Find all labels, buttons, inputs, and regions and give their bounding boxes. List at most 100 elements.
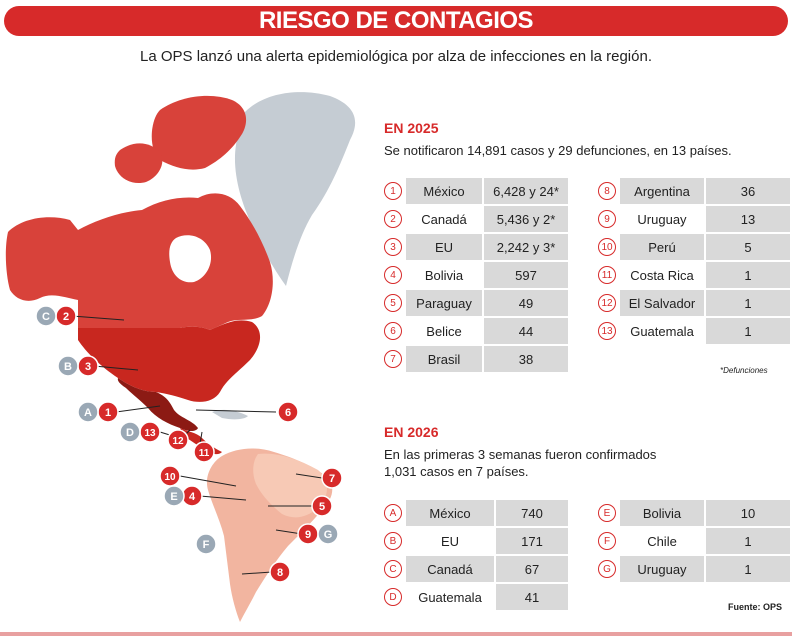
svg-text:C: C bbox=[42, 311, 50, 323]
row-number-badge: 10 bbox=[598, 238, 616, 256]
case-value: 67 bbox=[496, 556, 568, 582]
country-name: Belice bbox=[406, 318, 482, 344]
map-marker-F: F bbox=[195, 533, 217, 555]
row-number-badge: 1 bbox=[384, 182, 402, 200]
country-name: Paraguay bbox=[406, 290, 482, 316]
map-marker-A: A bbox=[77, 401, 99, 423]
map-marker-E: E bbox=[163, 485, 185, 507]
country-name: Brasil bbox=[406, 346, 482, 372]
map-marker-11: 11 bbox=[193, 441, 215, 463]
map-marker-C: C bbox=[35, 305, 57, 327]
case-value: 1 bbox=[706, 290, 790, 316]
country-name: Canadá bbox=[406, 206, 482, 232]
svg-text:D: D bbox=[126, 427, 134, 439]
table-row: A México 740 bbox=[384, 500, 568, 526]
table-row: 8 Argentina 36 bbox=[598, 178, 790, 204]
mexico-shape bbox=[117, 378, 198, 431]
case-value: 44 bbox=[484, 318, 568, 344]
svg-text:13: 13 bbox=[144, 428, 156, 439]
row-letter-badge: G bbox=[598, 560, 616, 578]
case-value: 13 bbox=[706, 206, 790, 232]
row-number-badge: 9 bbox=[598, 210, 616, 228]
arctic-island-shape bbox=[114, 143, 163, 184]
case-value: 740 bbox=[496, 500, 568, 526]
row-letter-badge: B bbox=[384, 532, 402, 550]
case-value: 2,242 y 3* bbox=[484, 234, 568, 260]
row-number-badge: 12 bbox=[598, 294, 616, 312]
table-row: 1 México 6,428 y 24* bbox=[384, 178, 568, 204]
svg-text:G: G bbox=[324, 529, 333, 541]
country-name: Perú bbox=[620, 234, 704, 260]
country-name: Chile bbox=[620, 528, 704, 554]
case-value: 1 bbox=[706, 318, 790, 344]
case-value: 1 bbox=[706, 556, 790, 582]
country-name: Uruguay bbox=[620, 206, 704, 232]
table-row: 9 Uruguay 13 bbox=[598, 206, 790, 232]
svg-text:F: F bbox=[203, 539, 210, 551]
table-row: 3 EU 2,242 y 3* bbox=[384, 234, 568, 260]
svg-text:E: E bbox=[170, 491, 177, 503]
row-letter-badge: C bbox=[384, 560, 402, 578]
case-value: 1 bbox=[706, 262, 790, 288]
country-name: México bbox=[406, 178, 482, 204]
page-subtitle: La OPS lanzó una alerta epidemiológica p… bbox=[140, 48, 652, 65]
table-row: G Uruguay 1 bbox=[598, 556, 790, 582]
row-number-badge: 8 bbox=[598, 182, 616, 200]
map-marker-3: 3 bbox=[77, 355, 99, 377]
title-banner bbox=[4, 6, 788, 36]
table-row: D Guatemala 41 bbox=[384, 584, 568, 610]
year-2025-heading: EN 2025 bbox=[384, 120, 439, 136]
case-value: 41 bbox=[496, 584, 568, 610]
country-name: Bolivia bbox=[406, 262, 482, 288]
case-value: 5,436 y 2* bbox=[484, 206, 568, 232]
year-2025-description: Se notificaron 14,891 casos y 29 defunci… bbox=[384, 143, 732, 158]
country-name: Guatemala bbox=[406, 584, 494, 610]
case-value: 5 bbox=[706, 234, 790, 260]
row-letter-badge: A bbox=[384, 504, 402, 522]
map-marker-8: 8 bbox=[269, 561, 291, 583]
map-marker-9: 9 bbox=[297, 523, 319, 545]
svg-text:12: 12 bbox=[172, 436, 184, 447]
row-letter-badge: D bbox=[384, 588, 402, 606]
row-number-badge: 3 bbox=[384, 238, 402, 256]
case-value: 171 bbox=[496, 528, 568, 554]
row-number-badge: 6 bbox=[384, 322, 402, 340]
svg-text:A: A bbox=[84, 407, 92, 419]
table-row: F Chile 1 bbox=[598, 528, 790, 554]
case-value: 10 bbox=[706, 500, 790, 526]
country-name: Argentina bbox=[620, 178, 704, 204]
table-row: B EU 171 bbox=[384, 528, 568, 554]
year-2026-description-line1: En las primeras 3 semanas fueron confirm… bbox=[384, 447, 657, 462]
table-row: C Canadá 67 bbox=[384, 556, 568, 582]
year-2026-description-line2: 1,031 casos en 7 países. bbox=[384, 464, 529, 479]
table-row: 5 Paraguay 49 bbox=[384, 290, 568, 316]
row-number-badge: 2 bbox=[384, 210, 402, 228]
americas-map: 2 3 1 6 13 12 11 10 7 4 5 9 8 C B A D E … bbox=[5, 92, 356, 622]
country-name: Costa Rica bbox=[620, 262, 704, 288]
country-name: Guatemala bbox=[620, 318, 704, 344]
page-title: RIESGO DE CONTAGIOS bbox=[258, 7, 534, 34]
svg-text:9: 9 bbox=[305, 529, 311, 541]
year-2026-heading: EN 2026 bbox=[384, 424, 439, 440]
row-number-badge: 4 bbox=[384, 266, 402, 284]
map-marker-10: 10 bbox=[159, 465, 181, 487]
svg-text:2: 2 bbox=[63, 311, 69, 323]
case-value: 38 bbox=[484, 346, 568, 372]
map-marker-5: 5 bbox=[311, 495, 333, 517]
usa-shape bbox=[78, 320, 261, 402]
table-row: 10 Perú 5 bbox=[598, 234, 790, 260]
row-number-badge: 5 bbox=[384, 294, 402, 312]
map-marker-B: B bbox=[57, 355, 79, 377]
case-value: 1 bbox=[706, 528, 790, 554]
row-letter-badge: F bbox=[598, 532, 616, 550]
svg-text:10: 10 bbox=[164, 472, 176, 483]
map-marker-2: 2 bbox=[55, 305, 77, 327]
svg-text:4: 4 bbox=[189, 491, 196, 503]
country-name: EU bbox=[406, 234, 482, 260]
svg-text:B: B bbox=[64, 361, 72, 373]
map-marker-4: 4 bbox=[181, 485, 203, 507]
svg-text:7: 7 bbox=[329, 473, 335, 485]
row-number-badge: 11 bbox=[598, 266, 616, 284]
map-marker-1: 1 bbox=[97, 401, 119, 423]
table-row: 4 Bolivia 597 bbox=[384, 262, 568, 288]
